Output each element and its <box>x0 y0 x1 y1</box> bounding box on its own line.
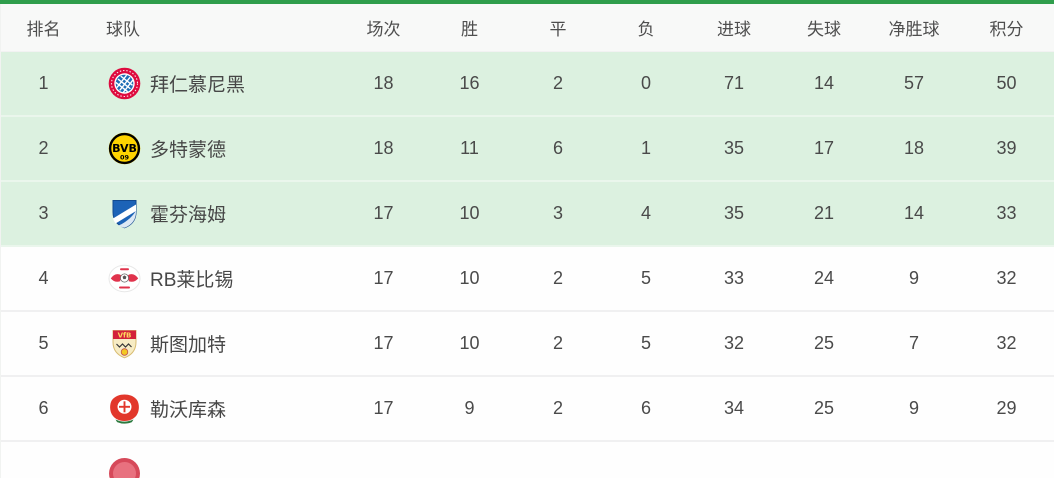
played-value: 17 <box>373 333 394 353</box>
points-value: 33 <box>996 203 1017 223</box>
lost-value: 0 <box>640 73 651 93</box>
table-row[interactable]: 2 BVB 09 多特蒙德 18 11 6 1 35 17 18 39 <box>1 117 1054 182</box>
goals-against-value: 17 <box>813 138 835 158</box>
team-name: RB莱比锡 <box>150 270 234 291</box>
header-goals-against: 失球 <box>807 20 841 39</box>
table-header-row: 排名 球队 场次 胜 平 负 进球 失球 净胜球 积分 <box>1 4 1054 52</box>
team-cell[interactable] <box>86 457 341 478</box>
team-cell[interactable]: 勒沃库森 <box>86 392 341 425</box>
goals-against-value: 25 <box>813 398 835 418</box>
goals-for-value: 33 <box>723 268 745 288</box>
won-value: 10 <box>459 333 480 353</box>
lost-value: 5 <box>640 268 651 288</box>
lost-value: 5 <box>640 333 651 353</box>
svg-text:BVB: BVB <box>112 142 137 155</box>
won-value: 10 <box>459 268 480 288</box>
drawn-value: 2 <box>552 333 563 353</box>
team-cell[interactable]: VfB 斯图加特 <box>86 327 341 360</box>
svg-text:VfB: VfB <box>118 331 132 339</box>
team-name: 斯图加特 <box>150 335 227 356</box>
drawn-value: 6 <box>552 138 563 158</box>
won-value: 9 <box>464 398 475 418</box>
drawn-value: 2 <box>552 398 563 418</box>
won-value: 11 <box>460 138 479 158</box>
rank-value: 6 <box>38 398 49 418</box>
rank-value: 1 <box>38 73 49 93</box>
header-points: 积分 <box>989 20 1024 39</box>
header-team: 球队 <box>106 20 140 39</box>
svg-text:09: 09 <box>120 154 130 162</box>
header-goal-diff: 净胜球 <box>888 20 940 39</box>
table-row[interactable]: 4 RB莱比锡 17 10 2 5 33 24 9 32 <box>1 247 1054 312</box>
team-cell[interactable]: RB莱比锡 <box>86 262 341 295</box>
header-goals-for: 进球 <box>717 20 751 39</box>
header-won: 胜 <box>461 20 478 39</box>
points-value: 50 <box>996 73 1017 93</box>
goals-for-value: 34 <box>723 398 745 418</box>
goals-against-value: 24 <box>813 268 835 288</box>
goals-for-value: 35 <box>723 138 745 158</box>
header-drawn: 平 <box>549 20 567 39</box>
table-row[interactable]: 6 勒沃库森 17 9 2 6 34 25 9 29 <box>1 377 1054 442</box>
goals-for-value: 32 <box>723 333 745 353</box>
played-value: 17 <box>373 268 394 288</box>
team-name: 勒沃库森 <box>150 400 227 421</box>
stuttgart-logo-icon: VfB <box>108 327 141 360</box>
lost-value: 4 <box>640 203 651 223</box>
goal-diff-value: 14 <box>903 203 925 223</box>
team-cell[interactable]: 霍芬海姆 <box>86 197 341 230</box>
header-lost: 负 <box>637 20 655 39</box>
played-value: 18 <box>373 73 394 93</box>
borussia-dortmund-logo-icon: BVB 09 <box>108 132 141 165</box>
goals-for-value: 35 <box>723 203 745 223</box>
team-cell[interactable]: BVB 09 多特蒙德 <box>86 132 341 165</box>
played-value: 18 <box>373 138 394 158</box>
drawn-value: 3 <box>552 203 563 223</box>
points-value: 32 <box>996 268 1017 288</box>
hoffenheim-logo-icon <box>108 197 141 230</box>
goals-against-value: 25 <box>813 333 835 353</box>
goal-diff-value: 9 <box>908 398 919 418</box>
team-name: 多特蒙德 <box>150 140 227 161</box>
table-row-partial[interactable] <box>1 442 1054 478</box>
goal-diff-value: 9 <box>908 268 919 288</box>
rank-value: 2 <box>38 138 49 158</box>
team-name: 霍芬海姆 <box>150 205 227 226</box>
red-crest-logo-icon <box>108 457 141 478</box>
header-rank: 排名 <box>26 20 61 39</box>
played-value: 17 <box>373 203 394 223</box>
team-cell[interactable]: 拜仁慕尼黑 <box>86 67 341 100</box>
table-row[interactable]: 3 霍芬海姆 17 10 3 4 35 21 14 33 <box>1 182 1054 247</box>
rank-value: 3 <box>38 203 49 223</box>
goal-diff-value: 7 <box>908 333 919 353</box>
rb-leipzig-logo-icon <box>108 262 141 295</box>
points-value: 39 <box>996 138 1017 158</box>
goals-against-value: 14 <box>813 73 835 93</box>
goal-diff-value: 18 <box>903 138 925 158</box>
top-accent-bar <box>0 0 1054 4</box>
played-value: 17 <box>373 398 394 418</box>
points-value: 32 <box>996 333 1017 353</box>
lost-value: 6 <box>640 398 651 418</box>
drawn-value: 2 <box>552 73 563 93</box>
header-played: 场次 <box>366 20 401 39</box>
won-value: 16 <box>459 73 480 93</box>
points-value: 29 <box>996 398 1017 418</box>
leverkusen-logo-icon <box>108 392 141 425</box>
won-value: 10 <box>459 203 480 223</box>
goal-diff-value: 57 <box>903 73 925 93</box>
rank-value: 5 <box>38 333 49 353</box>
goals-for-value: 71 <box>723 73 745 93</box>
goals-against-value: 21 <box>813 203 835 223</box>
rank-value: 4 <box>38 268 49 288</box>
team-name: 拜仁慕尼黑 <box>150 75 246 96</box>
lost-value: 1 <box>640 138 651 158</box>
drawn-value: 2 <box>552 268 563 288</box>
table-row[interactable]: 1 拜仁慕尼黑 18 16 2 0 71 14 57 5 <box>1 52 1054 117</box>
table-row[interactable]: 5 VfB 斯图加特 17 10 2 5 32 25 7 32 <box>1 312 1054 377</box>
standings-table: 排名 球队 场次 胜 平 负 进球 失球 净胜球 积分 1 <box>0 4 1054 478</box>
bayern-munich-logo-icon <box>108 67 141 100</box>
